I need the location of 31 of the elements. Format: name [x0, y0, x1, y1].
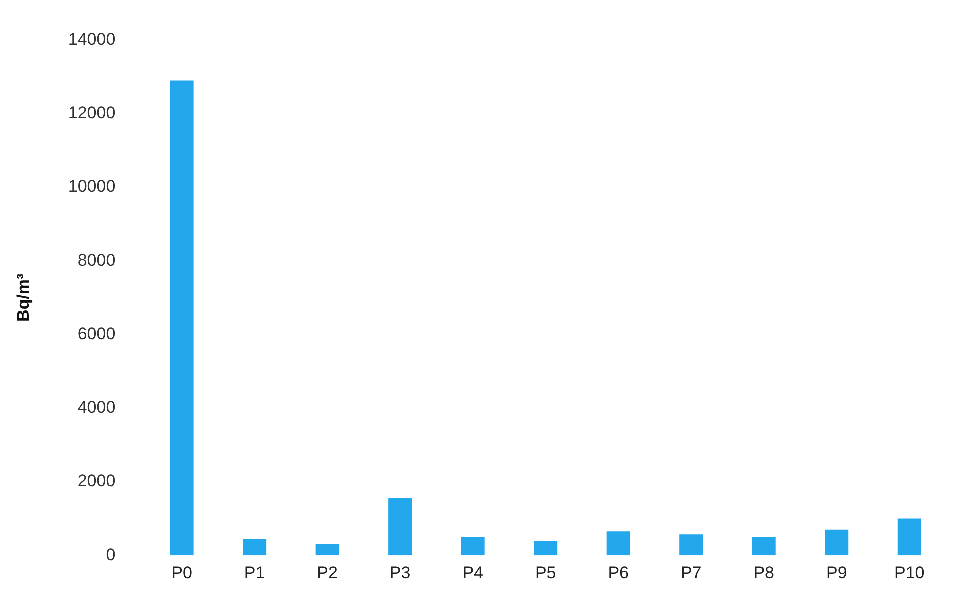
x-tick-label: P0 [172, 563, 192, 582]
x-tick-label: P2 [317, 563, 338, 582]
bar [752, 537, 776, 556]
bar [534, 541, 558, 556]
y-tick-label: 14000 [68, 30, 116, 49]
bar [316, 544, 340, 556]
y-tick-label: 0 [106, 545, 116, 564]
x-tick-label: P6 [608, 563, 629, 582]
bar [170, 80, 194, 556]
y-tick-label: 2000 [78, 472, 116, 491]
y-axis-title: Bq/m³ [14, 273, 33, 322]
bar [680, 534, 704, 556]
x-tick-label: P10 [894, 563, 925, 582]
bar [243, 539, 267, 556]
bar [825, 530, 849, 556]
bar [461, 538, 485, 556]
x-tick-label: P1 [244, 563, 266, 582]
y-tick-label: 10000 [68, 177, 116, 196]
x-tick-label: P5 [535, 563, 556, 582]
x-tick-label: P8 [754, 563, 775, 582]
x-tick-label: P4 [462, 563, 484, 582]
y-tick-label: 8000 [78, 250, 116, 270]
x-tick-label: P9 [826, 563, 848, 582]
bar [388, 498, 412, 556]
bar [898, 518, 922, 556]
y-tick-label: 12000 [68, 104, 116, 123]
y-tick-label: 6000 [78, 324, 116, 344]
x-tick-label: P7 [680, 563, 702, 582]
bar [606, 532, 630, 556]
y-tick-label: 4000 [78, 398, 116, 418]
x-tick-label: P3 [390, 563, 411, 582]
